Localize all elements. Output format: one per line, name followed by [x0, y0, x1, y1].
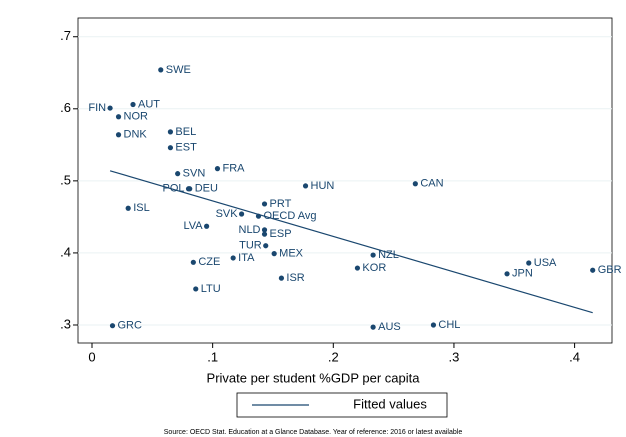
- y-tick-label: .5: [60, 172, 71, 187]
- point: [167, 145, 174, 151]
- point: [125, 205, 131, 211]
- point: [278, 275, 285, 281]
- point-label: ISR: [286, 272, 304, 284]
- point: [590, 267, 596, 273]
- point: [107, 105, 113, 111]
- point: [230, 255, 236, 261]
- point: [370, 252, 376, 258]
- point: [115, 132, 122, 138]
- point-label: AUS: [378, 321, 401, 333]
- point: [175, 171, 181, 177]
- x-axis-title: Private per student %GDP per capita: [207, 370, 421, 385]
- point: [255, 213, 262, 219]
- point: [370, 324, 376, 330]
- x-tick-label: .1: [207, 349, 218, 364]
- point: [354, 265, 361, 271]
- point-label: TUR: [239, 240, 262, 252]
- point-label: ITA: [238, 252, 255, 264]
- point-label: BEL: [175, 126, 196, 138]
- point-label: NOR: [124, 111, 149, 123]
- point-label: FIN: [88, 102, 106, 114]
- x-tick-label: .4: [569, 349, 580, 364]
- point-label: EST: [175, 142, 197, 154]
- point: [261, 227, 268, 233]
- point: [214, 166, 221, 172]
- point-label: FRA: [222, 163, 245, 175]
- fitted-line: [109, 170, 593, 314]
- point-label: SWE: [166, 64, 191, 76]
- y-tick-label: .4: [60, 244, 71, 259]
- point: [271, 251, 277, 257]
- point: [190, 259, 196, 265]
- point-label: CHL: [438, 319, 460, 331]
- point: [187, 186, 193, 192]
- point: [412, 181, 418, 187]
- point-label: JPN: [512, 268, 533, 280]
- x-tick-label: 0: [88, 349, 95, 364]
- point: [109, 323, 116, 329]
- point: [261, 231, 268, 237]
- point: [158, 67, 164, 73]
- point-label: POL: [163, 183, 185, 195]
- point: [167, 129, 174, 135]
- point-label: LTU: [201, 283, 221, 295]
- point-label: CZE: [198, 256, 220, 268]
- point-label: MEX: [279, 248, 304, 260]
- x-tick-label: .2: [328, 349, 339, 364]
- point-label: OECD Avg: [263, 210, 316, 222]
- point-label: KOR: [362, 262, 386, 274]
- legend-label: Fitted values: [353, 396, 427, 411]
- point-label: AUT: [138, 98, 160, 110]
- point-label: ESP: [270, 228, 292, 240]
- point-label: CAN: [420, 178, 443, 190]
- point-label: DEU: [195, 183, 218, 195]
- point: [130, 101, 136, 108]
- point: [504, 271, 510, 277]
- point-label: ISL: [133, 202, 150, 214]
- point-label: SVN: [183, 168, 206, 180]
- x-tick-label: .3: [449, 349, 460, 364]
- point: [302, 183, 309, 189]
- point: [430, 322, 437, 328]
- point-label: GRC: [118, 320, 143, 332]
- point: [239, 211, 245, 217]
- point-label: DNK: [124, 129, 148, 141]
- point-label: GBR: [598, 264, 622, 276]
- y-tick-label: .6: [60, 100, 71, 115]
- point-label: USA: [534, 257, 557, 269]
- y-tick-label: .7: [60, 28, 71, 43]
- point: [263, 243, 269, 249]
- point: [204, 223, 210, 229]
- point-label: LVA: [183, 220, 203, 232]
- point: [115, 114, 122, 120]
- point-label: NLD: [239, 224, 261, 236]
- point-label: SVK: [216, 208, 239, 220]
- point: [261, 201, 268, 207]
- point-label: PRT: [270, 198, 292, 210]
- point-label: NZL: [378, 249, 399, 261]
- point: [526, 260, 532, 266]
- source-note: Source: OECD Stat. Education at a Glance…: [164, 429, 463, 436]
- y-tick-label: .3: [60, 316, 71, 331]
- point: [193, 286, 199, 292]
- point-label: HUN: [311, 180, 335, 192]
